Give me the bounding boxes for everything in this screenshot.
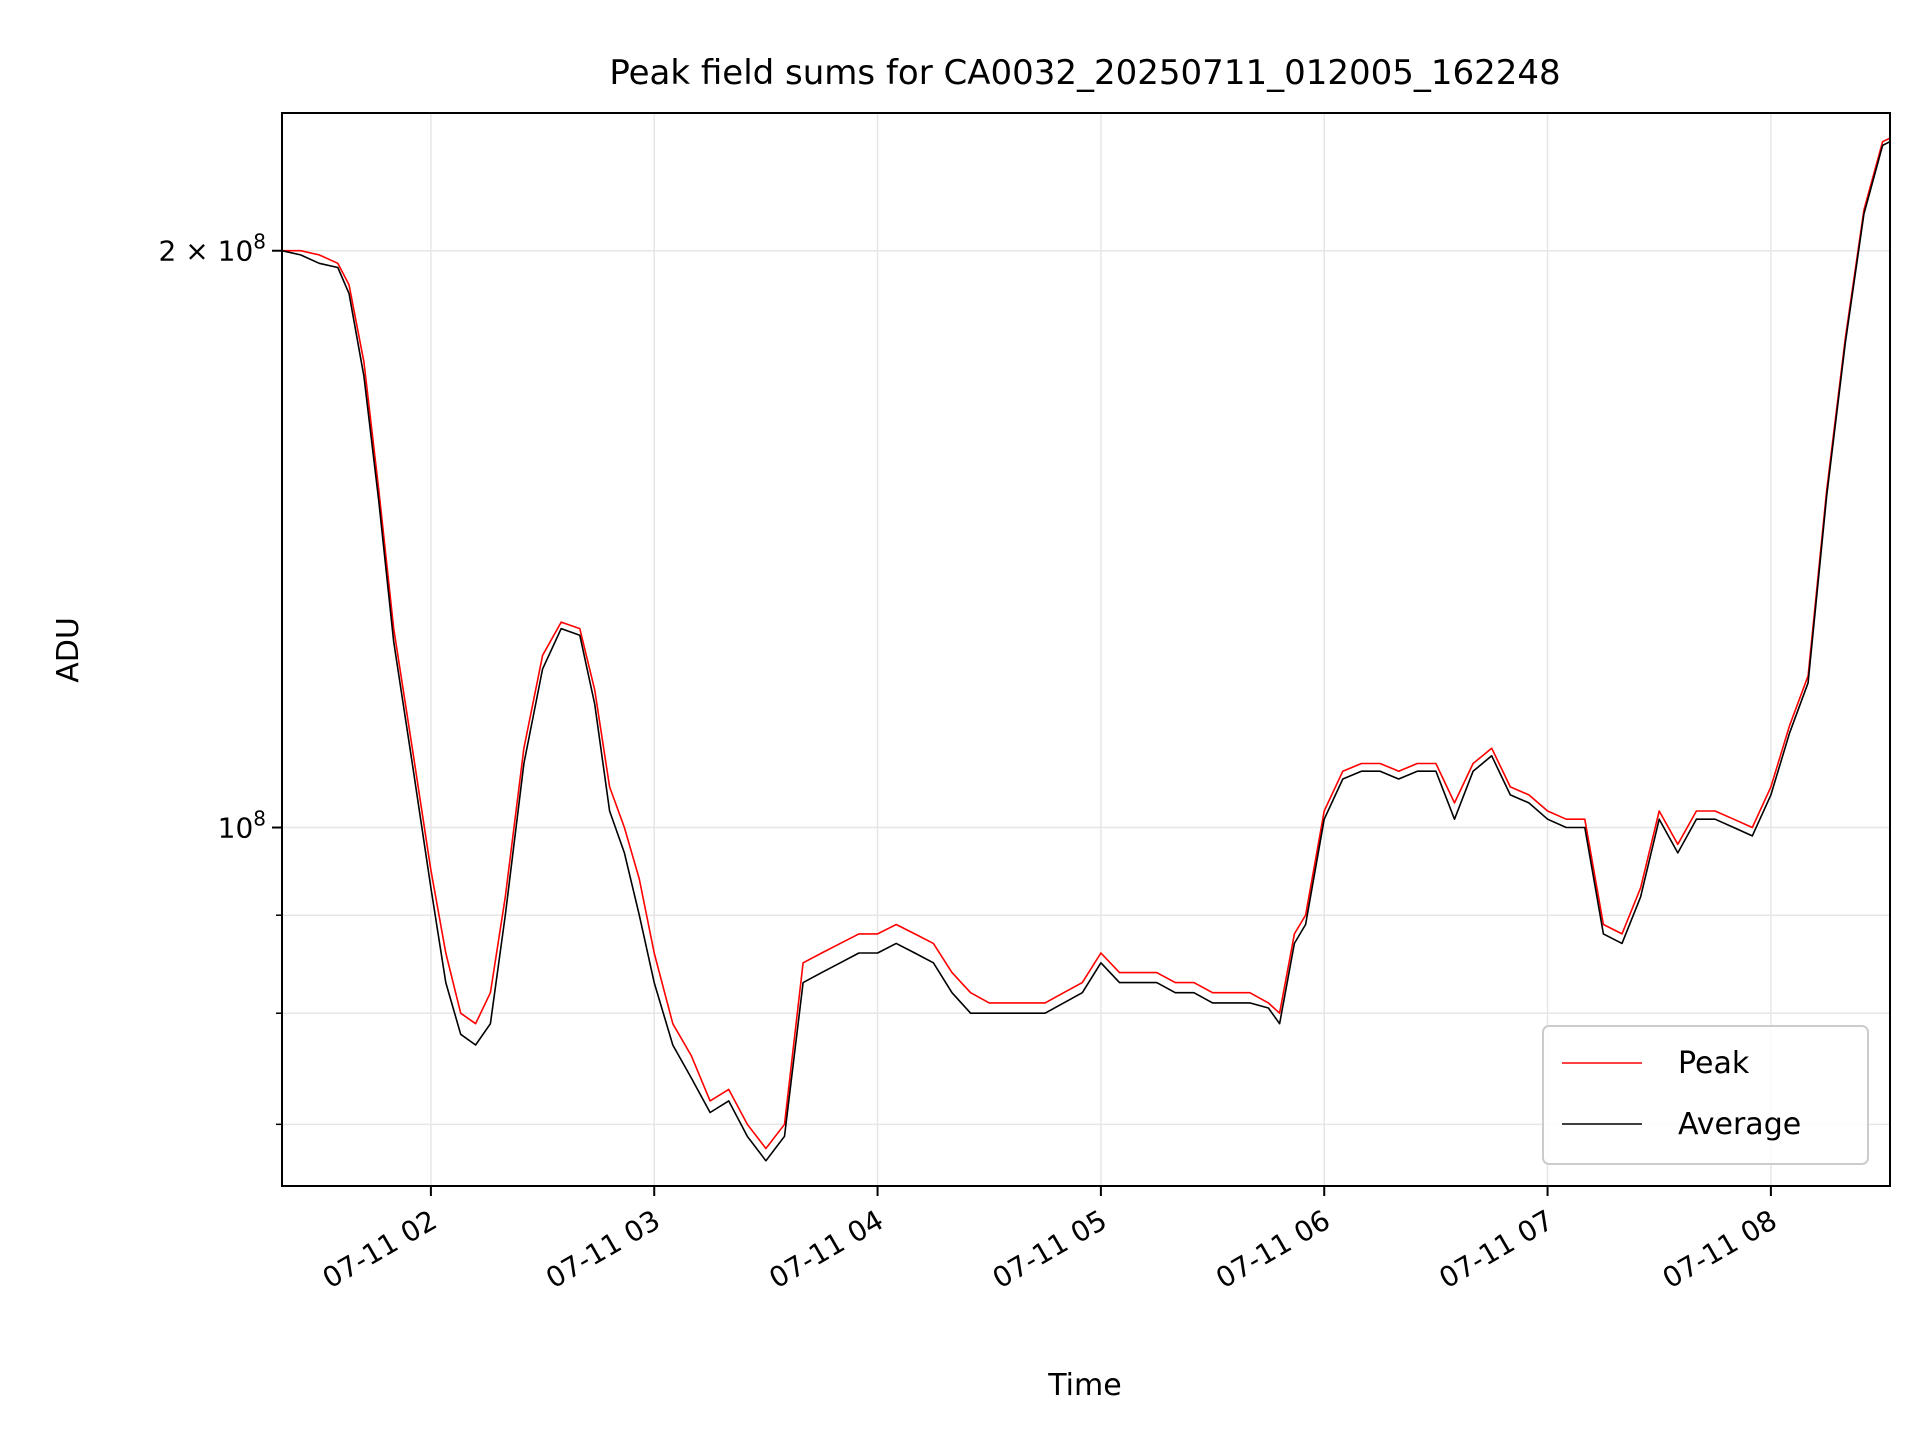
x-axis-label: Time	[1047, 1368, 1121, 1403]
y-tick-label-exponent: 8	[253, 807, 266, 831]
legend-label-peak: Peak	[1678, 1046, 1750, 1081]
y-tick-label: 2 × 108	[159, 230, 266, 268]
y-tick-label: 108	[218, 807, 266, 845]
y-tick-label-base: 10	[218, 812, 254, 845]
series-line-peak	[282, 137, 1891, 1150]
grid-lines	[282, 113, 1890, 1186]
y-tick-label-exponent: 8	[253, 230, 266, 254]
legend-box	[1542, 1025, 1869, 1165]
series-line-average	[281, 140, 1891, 1162]
series-layer	[281, 137, 1891, 1162]
y-axis-label: ADU	[51, 617, 86, 683]
legend: Peak Average	[1542, 1025, 1869, 1165]
axes-frame	[281, 112, 1891, 1187]
y-tick-label-base: 2 × 10	[159, 235, 254, 268]
legend-label-average: Average	[1678, 1107, 1801, 1142]
chart-title: Peak field sums for CA0032_20250711_0120…	[609, 53, 1560, 93]
